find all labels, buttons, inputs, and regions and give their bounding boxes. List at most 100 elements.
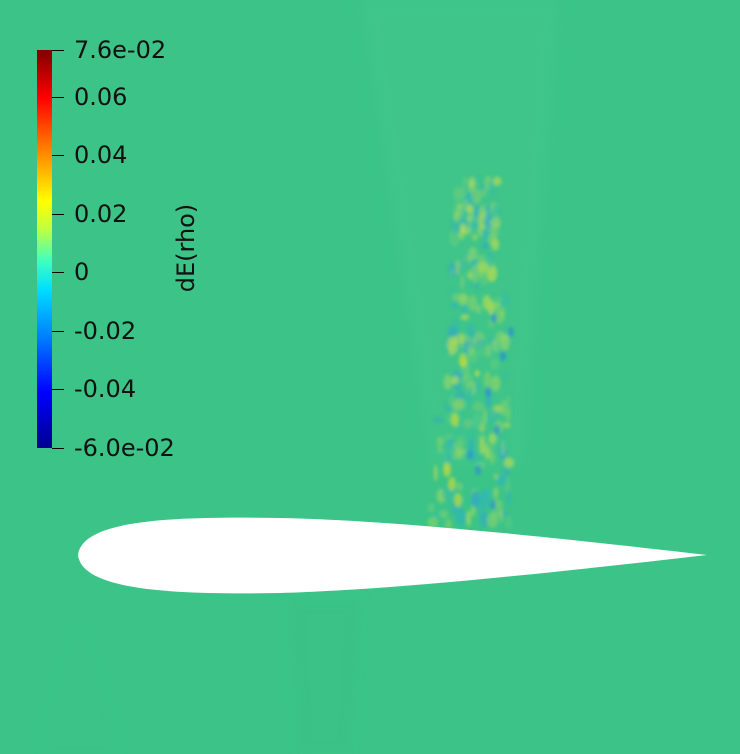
- fluctuation-blob: [475, 304, 482, 314]
- fluctuation-blob: [463, 198, 469, 211]
- fluctuation-blob: [489, 357, 499, 371]
- fluctuation-blob: [505, 406, 511, 421]
- fluctuation-blob: [460, 314, 470, 321]
- fluctuation-blob: [468, 180, 475, 193]
- fluctuation-blob: [491, 313, 497, 323]
- fluctuation-blob: [474, 370, 480, 377]
- colorbar-tick-mark: [52, 272, 64, 273]
- fluctuation-blob: [489, 452, 496, 465]
- fluctuation-blob: [499, 335, 509, 342]
- fluctuation-blob: [497, 474, 507, 486]
- fluctuation-blob: [466, 510, 471, 527]
- fluctuation-blob: [452, 317, 460, 331]
- fluctuation-blob: [427, 516, 438, 530]
- fluctuation-blob: [471, 505, 476, 517]
- fluctuation-blob: [456, 509, 466, 527]
- fluctuation-blob: [479, 436, 485, 455]
- fluctuation-blob: [488, 180, 495, 196]
- fluctuation-blob: [451, 302, 459, 309]
- fluctuation-blob: [508, 327, 514, 337]
- fluctuation-blob: [485, 345, 492, 358]
- fluctuation-blob: [436, 436, 444, 446]
- fluctuation-blob: [437, 444, 442, 454]
- fluctuation-blob: [502, 371, 507, 382]
- colorbar-title-text: dE(rho): [172, 203, 200, 293]
- fluctuation-blob: [488, 433, 497, 445]
- fluctuation-blob: [486, 513, 499, 528]
- fluctuation-blob: [502, 422, 511, 429]
- fluctuation-blob: [472, 413, 482, 430]
- colorbar-tick-mark: [52, 214, 64, 215]
- fluctuation-blob: [490, 500, 496, 510]
- fluctuation-blob: [506, 498, 514, 507]
- colorbar-tick-label: 0.06: [74, 83, 128, 111]
- fluctuation-blob: [468, 294, 478, 312]
- fluctuation-blob: [483, 441, 490, 457]
- fluctuation-blob: [491, 238, 500, 251]
- fluctuation-blob: [455, 259, 460, 276]
- fluctuation-blob: [446, 336, 459, 354]
- fluctuation-blob: [466, 323, 475, 340]
- fluctuation-blob: [458, 230, 465, 240]
- fluctuation-blob: [477, 344, 489, 357]
- fluctuation-blob: [480, 228, 485, 242]
- fluctuation-blob: [451, 293, 461, 302]
- fluctuation-blob: [463, 341, 468, 356]
- fluctuation-blob: [494, 425, 500, 435]
- fluctuation-blob: [454, 493, 462, 507]
- colorbar-tick-label: -0.02: [74, 317, 137, 345]
- fluctuation-blob: [433, 464, 438, 482]
- fluctuation-blob: [491, 338, 499, 352]
- fluctuation-blob: [473, 177, 482, 183]
- fluctuation-blob: [453, 398, 465, 411]
- fluctuation-blob: [471, 188, 482, 204]
- colorbar: [37, 50, 52, 448]
- fluctuation-blob: [428, 502, 435, 513]
- fluctuation-blob: [470, 265, 480, 283]
- fluctuation-blob: [499, 506, 504, 523]
- fluctuation-blob: [448, 477, 456, 491]
- fluctuation-blob: [492, 176, 502, 186]
- fluctuation-blob: [458, 203, 464, 210]
- fluctuation-blob: [485, 387, 491, 397]
- fluctuation-blob: [467, 342, 475, 356]
- fluctuation-blob: [453, 189, 466, 202]
- fluctuation-blob: [462, 373, 473, 387]
- fluctuation-blob: [475, 380, 481, 393]
- fluctuation-blob: [500, 440, 506, 456]
- fluctuation-blob: [481, 188, 487, 197]
- fluctuation-blob: [443, 463, 451, 477]
- fluctuation-blob: [471, 490, 480, 508]
- fluctuation-blob: [459, 353, 467, 367]
- fluctuation-blob: [458, 332, 465, 344]
- fluctuation-blob: [443, 374, 452, 390]
- fluctuation-blob: [475, 339, 485, 347]
- fluctuation-blob: [454, 447, 467, 455]
- fluctuation-blob: [451, 413, 459, 427]
- fluctuation-blob: [500, 399, 507, 416]
- colorbar-tick-mark: [52, 97, 64, 98]
- fluctuation-blob: [493, 404, 504, 413]
- fluctuation-blob: [478, 261, 486, 278]
- fluctuation-blob: [456, 482, 463, 491]
- colorbar-tick-label: 0: [74, 258, 90, 286]
- colorbar-tick-label: -0.04: [74, 375, 137, 403]
- fluctuation-blob: [482, 409, 487, 425]
- colorbar-tick-mark: [52, 155, 64, 156]
- fluctuation-blob: [467, 450, 473, 460]
- fluctuation-blob: [456, 435, 466, 447]
- fluctuation-blob: [466, 388, 473, 407]
- fluctuation-blob: [475, 465, 481, 475]
- fluctuation-blob: [500, 306, 506, 319]
- colorbar-tick-mark: [52, 448, 64, 449]
- fluctuation-blob: [473, 283, 480, 290]
- density-fluctuation-region: [427, 175, 515, 531]
- fluctuation-blob: [487, 299, 495, 316]
- fluctuation-blob: [492, 215, 501, 231]
- fluctuation-blob: [482, 241, 489, 250]
- fluctuation-blob: [483, 371, 491, 389]
- fluctuation-blob: [503, 457, 515, 468]
- fluctuation-blob: [460, 304, 468, 316]
- fluctuation-blob: [444, 518, 453, 531]
